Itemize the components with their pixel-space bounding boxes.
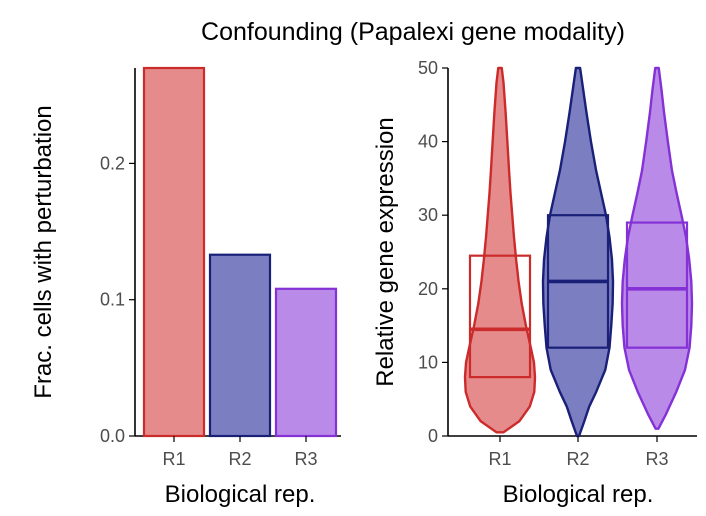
violin-x-axis-title: Biological rep. <box>503 481 654 508</box>
bar-chart-panel: Biological rep. Frac. cells with perturb… <box>30 66 341 508</box>
violin-chart-panel: Biological rep. Relative gene expression… <box>372 58 697 508</box>
bar-y-axis-title: Frac. cells with perturbation <box>30 105 57 398</box>
chart-title: Confounding (Papalexi gene modality) <box>201 18 625 46</box>
violin-r2 <box>541 66 615 438</box>
bar-x-tick-label: R1 <box>162 449 185 469</box>
iqr-box-r3 <box>625 221 689 349</box>
violin-x-tick-label: R2 <box>566 449 589 469</box>
bar-y-tick-label: 0.0 <box>100 426 125 446</box>
bar-y-tick-label: 0.1 <box>100 290 125 310</box>
bar-r1 <box>142 66 206 438</box>
violin-y-tick-label: 20 <box>418 279 438 299</box>
violin-r3 <box>620 66 694 430</box>
bar-x-axis-title: Biological rep. <box>165 481 316 508</box>
bar-x-tick-label: R3 <box>294 449 317 469</box>
violin-y-tick-label: 0 <box>428 426 438 446</box>
violin-y-tick-label: 30 <box>418 205 438 225</box>
iqr-box-r1 <box>468 254 532 379</box>
violin-y-tick-label: 40 <box>418 132 438 152</box>
violin-y-axis-title: Relative gene expression <box>372 117 399 387</box>
violin-y-tick-label: 10 <box>418 352 438 372</box>
violin-y-tick-label: 50 <box>418 58 438 78</box>
violin-x-tick-label: R1 <box>488 449 511 469</box>
violin-x-tick-label: R3 <box>645 449 668 469</box>
bar-x-tick-label: R2 <box>228 449 251 469</box>
bar-r3 <box>274 287 338 438</box>
bar-r2 <box>208 253 272 438</box>
bar-y-tick-label: 0.2 <box>100 153 125 173</box>
